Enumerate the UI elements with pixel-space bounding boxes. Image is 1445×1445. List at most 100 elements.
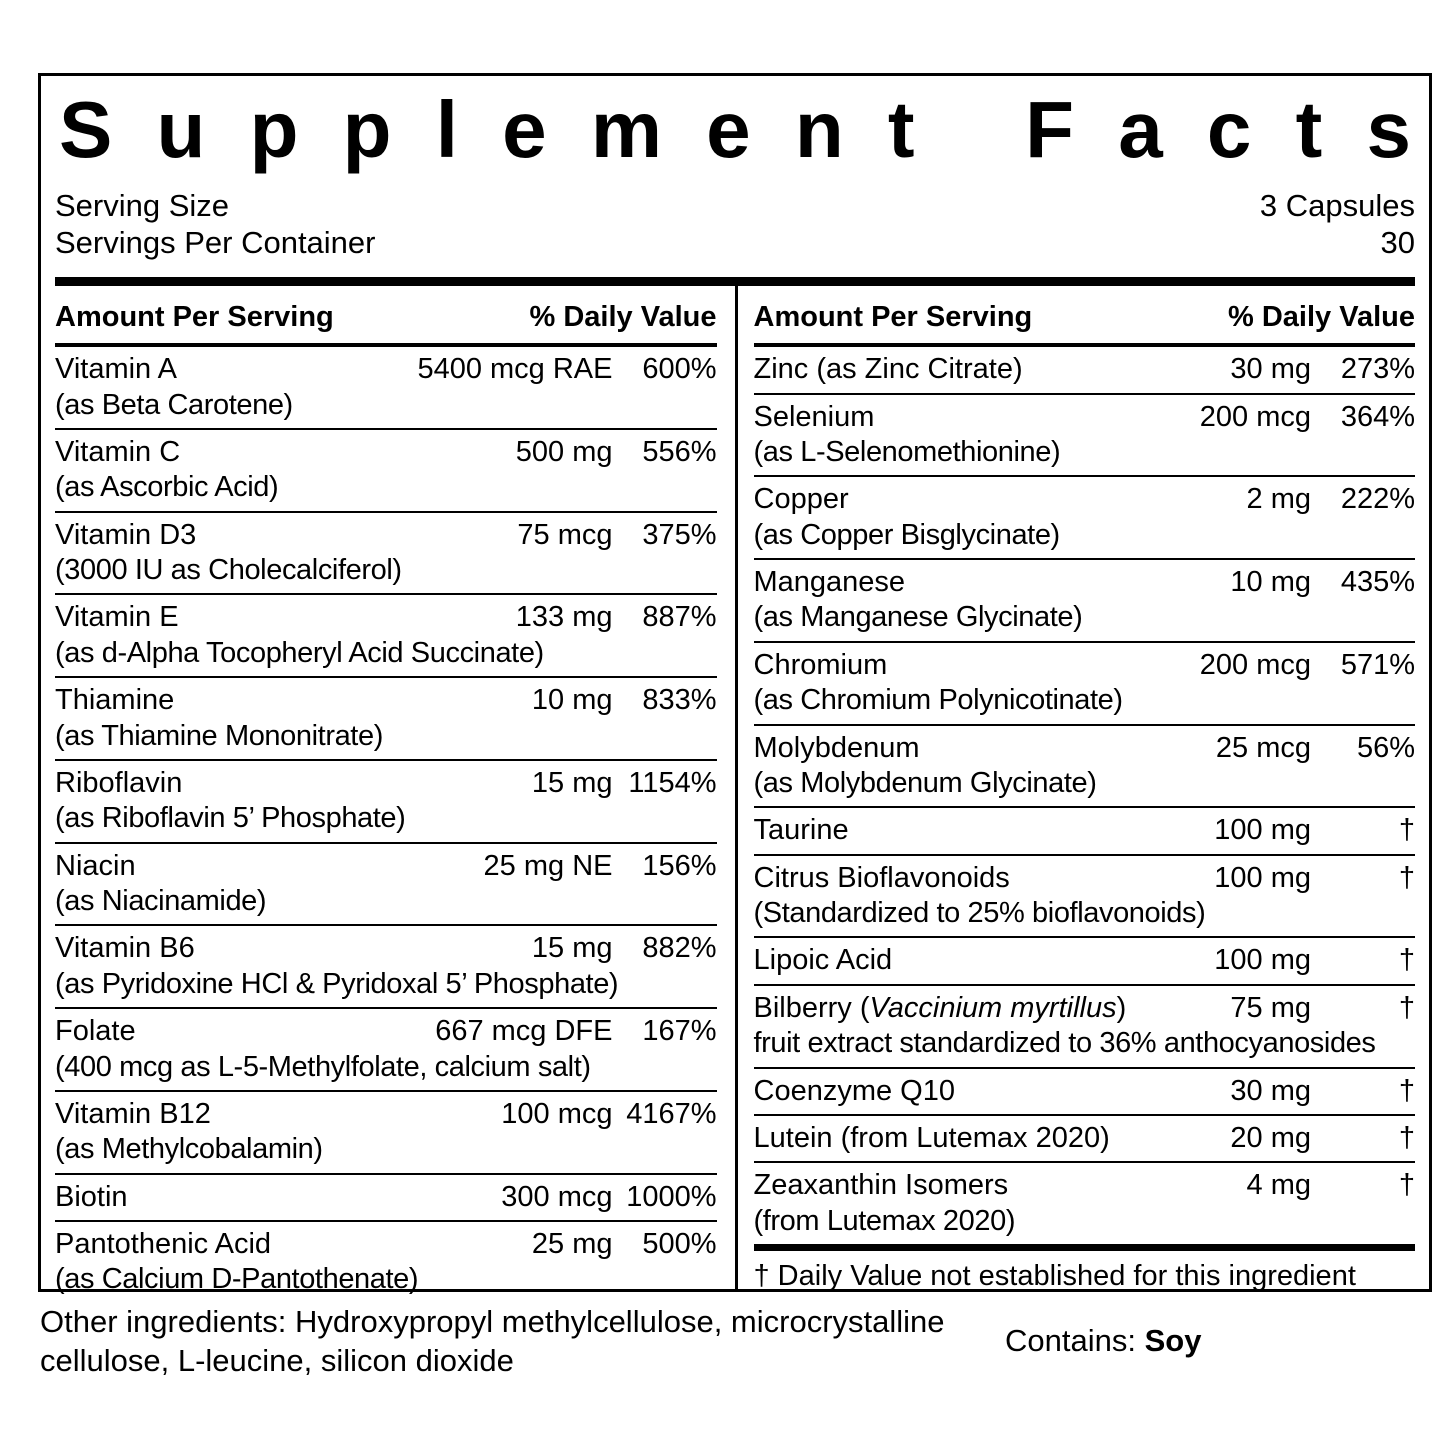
nutrient-daily-value: † [1398,1169,1415,1202]
nutrient-amount: 20 mg [1230,1121,1311,1154]
nutrient-daily-value: 833% [642,684,717,717]
nutrient-daily-value: † [1398,1074,1415,1107]
nutrient-row: Vitamin A 5400 mcg RAE 600% (as Beta Car… [55,347,717,428]
nutrient-amount: 15 mg [531,766,613,799]
contains-allergen-text: Contains: Soy [1005,1322,1201,1359]
nutrient-source-note: (as Ascorbic Acid) [55,471,279,504]
amount-per-serving-header: Amount Per Serving [753,301,1033,334]
nutrient-amount: 25 mg NE [483,849,613,882]
nutrient-source-note: (as Pyridoxine HCl & Pyridoxal 5’ Phosph… [55,967,619,1000]
nutrient-row: Riboflavin 15 mg 1154% (as Riboflavin 5’… [55,758,717,842]
nutrient-name: Vitamin B6 [55,932,195,965]
serving-size-value: 3 Capsules [1259,187,1415,223]
nutrient-daily-value: 375% [642,518,717,551]
nutrient-name: Vitamin B12 [55,1097,211,1130]
nutrient-amount: 75 mcg [517,518,613,551]
nutrient-amount: 10 mg [1230,566,1311,598]
nutrient-daily-value: † [1398,944,1415,977]
column-divider [734,286,738,1289]
nutrient-amount: 25 mcg [1215,731,1311,764]
nutrient-source-note: (3000 IU as Cholecalciferol) [55,554,402,586]
nutrient-name: Taurine [753,814,849,847]
nutrient-name: Lipoic Acid [753,944,893,977]
nutrient-amount: 100 mg [1214,944,1311,977]
contains-value: Soy [1144,1323,1202,1358]
nutrient-daily-value: 882% [642,932,717,965]
nutrient-name: Vitamin E [55,601,179,634]
nutrient-row: Niacin 25 mg NE 156% (as Niacinamide) [55,841,717,925]
nutrient-name: Copper [753,483,849,516]
nutrient-daily-value: 435% [1340,566,1415,598]
serving-size-row: Serving Size 3 Capsules [55,187,1415,224]
nutrient-amount: 667 mcg DFE [435,1015,613,1048]
serving-size-label: Serving Size [55,187,230,223]
nutrient-amount: 133 mg [515,601,613,634]
nutrient-row: Citrus Bioflavonoids 100 mg † (Standardi… [753,853,1415,937]
amount-per-serving-header: Amount Per Serving [55,301,334,334]
nutrient-amount: 75 mg [1230,991,1311,1024]
servings-per-container-label: Servings Per Container [55,224,376,260]
nutrient-source-note: (as Copper Bisglycinate) [753,518,1061,551]
nutrient-row: Zeaxanthin Isomers 4 mg † (from Lutemax … [753,1161,1415,1244]
nutrient-name: Zinc (as Zinc Citrate) [753,353,1023,386]
nutrient-row: Vitamin C 500 mg 556% (as Ascorbic Acid) [55,427,717,511]
contains-label: Contains: [1005,1323,1136,1358]
nutrient-row: Biotin 300 mcg 1000% [55,1172,717,1220]
nutrient-name: Molybdenum [753,731,920,764]
nutrient-row: Folate 667 mcg DFE 167% (400 mcg as L-5-… [55,1007,717,1090]
nutrient-column-left: Amount Per Serving % Daily Value Vitamin… [55,286,735,1295]
other-ingredients-text: Other ingredients: Hydroxypropyl methylc… [40,1304,945,1379]
nutrient-daily-value: 167% [642,1015,717,1048]
nutrient-name: Thiamine [55,684,175,717]
nutrient-row: Vitamin E 133 mg 887% (as d-Alpha Tocoph… [55,593,717,676]
column-header: Amount Per Serving % Daily Value [753,286,1415,348]
nutrient-source-note: (as Thiamine Mononitrate) [55,719,383,752]
nutrient-amount: 30 mg [1230,1074,1311,1107]
daily-value-footnote: † Daily Value not established for this i… [753,1244,1415,1302]
nutrient-daily-value: 273% [1340,353,1415,386]
nutrient-name: Vitamin A [55,353,177,386]
nutrient-daily-value: 500% [642,1228,717,1260]
nutrient-daily-value: 156% [642,849,717,882]
nutrient-name: Vitamin C [55,435,181,468]
nutrient-amount: 30 mg [1230,353,1311,386]
nutrient-daily-value: 364% [1340,400,1415,433]
nutrient-amount: 5400 mcg RAE [417,353,613,386]
nutrient-source-note: (Standardized to 25% bioflavonoids) [753,897,1206,929]
nutrient-source-note: (as Riboflavin 5’ Phosphate) [55,802,406,835]
nutrient-row: Thiamine 10 mg 833% (as Thiamine Mononit… [55,676,717,759]
nutrient-daily-value: † [1398,814,1415,847]
nutrient-source-note: (400 mcg as L-5-Methylfolate, calcium sa… [55,1050,591,1083]
nutrient-amount: 100 mg [1214,814,1311,847]
nutrient-row: Copper 2 mg 222% (as Copper Bisglycinate… [753,475,1415,558]
nutrient-column-right: Amount Per Serving % Daily Value Zinc (a… [738,286,1416,1292]
nutrient-row: Vitamin D3 75 mcg 375% (3000 IU as Chole… [55,510,717,594]
nutrient-name: Chromium [753,648,888,681]
nutrient-row: Zinc (as Zinc Citrate) 30 mg 273% [754,347,1416,392]
nutrient-rows: Zinc (as Zinc Citrate) 30 mg 273% Seleni… [753,347,1416,1244]
nutrient-daily-value: 556% [642,435,717,468]
nutrient-row: Pantothenic Acid 25 mg 500% (as Calcium … [55,1220,717,1303]
nutrient-source-note: (as Calcium D-Pantothenate) [55,1263,419,1296]
nutrient-amount: 500 mg [515,435,613,468]
nutrient-source-note: (as d-Alpha Tocopheryl Acid Succinate) [55,636,544,669]
nutrient-source-note: (as L-Selenomethionine) [753,435,1061,468]
nutrient-amount: 10 mg [531,684,613,717]
nutrient-amount: 2 mg [1246,483,1311,516]
nutrient-name: Coenzyme Q10 [753,1074,956,1107]
nutrient-row: Vitamin B6 15 mg 882% (as Pyridoxine HCl… [55,924,717,1007]
nutrient-name: Pantothenic Acid [55,1228,272,1260]
nutrient-daily-value: † [1398,1121,1415,1154]
nutrient-name: Niacin [55,849,136,882]
nutrient-name: Manganese [753,566,906,598]
nutrient-name: Selenium [753,400,875,433]
nutrient-amount: 4 mg [1246,1169,1311,1202]
nutrient-source-note: (as Molybdenum Glycinate) [753,766,1097,799]
nutrient-row: Chromium 200 mcg 571% (as Chromium Polyn… [753,640,1415,724]
nutrient-daily-value: 887% [642,601,717,634]
nutrient-name: Zeaxanthin Isomers [753,1169,1009,1202]
nutrient-amount: 300 mcg [501,1180,613,1213]
nutrient-source-note: (from Lutemax 2020) [753,1204,1016,1237]
nutrient-row: Molybdenum 25 mcg 56% (as Molybdenum Gly… [753,723,1415,807]
